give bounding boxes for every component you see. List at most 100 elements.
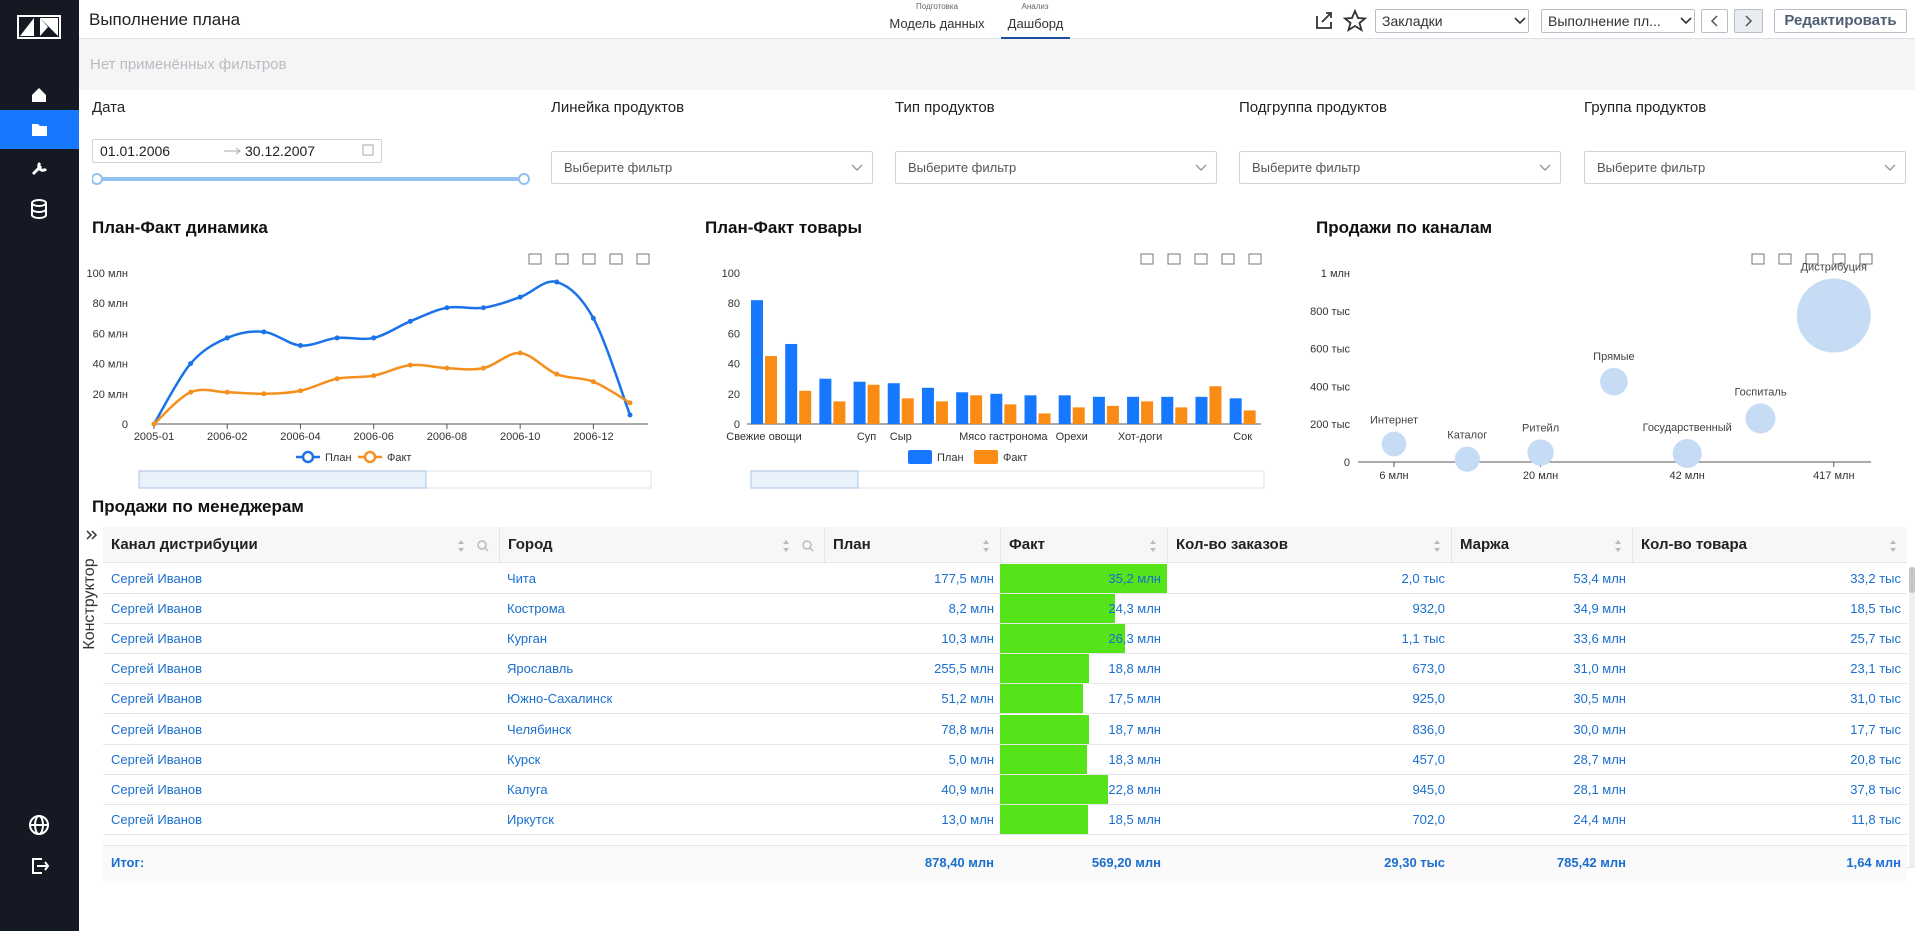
table-cell[interactable]: Челябинск bbox=[507, 721, 572, 737]
y-tick-label: 80 bbox=[728, 298, 740, 310]
toolbox-icon[interactable] bbox=[1859, 253, 1873, 265]
sort-icon[interactable] bbox=[1612, 539, 1652, 553]
table-cell[interactable]: Сергей Иванов bbox=[111, 721, 203, 737]
toolbox-icon[interactable] bbox=[636, 253, 650, 265]
column-header[interactable]: Факт bbox=[1000, 527, 1167, 563]
y-tick-label: 40 bbox=[728, 359, 740, 371]
toolbox-icon[interactable] bbox=[1248, 253, 1262, 265]
toolbox-icon[interactable] bbox=[1194, 253, 1208, 265]
table-cell: 28,1 млн bbox=[1573, 781, 1626, 797]
bar bbox=[970, 395, 983, 424]
tab[interactable]: Модель данных bbox=[889, 16, 985, 31]
bubble-label: Дистрибуция bbox=[1801, 262, 1867, 274]
folder-icon[interactable] bbox=[32, 124, 47, 136]
side-tab[interactable]: Конструктор bbox=[81, 558, 98, 650]
prev-button[interactable] bbox=[1701, 9, 1728, 33]
table-cell[interactable]: Калуга bbox=[507, 781, 548, 797]
column-header[interactable]: Город bbox=[499, 527, 824, 563]
column-header[interactable]: Канал дистрибуции bbox=[111, 536, 258, 553]
table-cell[interactable]: Курск bbox=[507, 751, 541, 767]
table-cell[interactable]: Ярославль bbox=[507, 661, 574, 677]
date-range[interactable] bbox=[92, 139, 382, 163]
table-cell[interactable]: Южно-Сахалинск bbox=[507, 691, 613, 707]
point bbox=[627, 400, 633, 406]
edit-button[interactable]: Редактировать bbox=[1774, 9, 1907, 33]
table-cell[interactable]: Кострома bbox=[507, 601, 565, 617]
bookmarks-select[interactable]: Закладки bbox=[1375, 9, 1529, 33]
column-header[interactable]: Кол-во заказов bbox=[1167, 527, 1451, 563]
data-bar bbox=[1000, 594, 1116, 624]
filter-select[interactable]: Выберите фильтр bbox=[1239, 151, 1561, 184]
expand-icon[interactable] bbox=[84, 527, 100, 543]
slider-handle[interactable] bbox=[518, 173, 530, 185]
table-cell: 53,4 млн bbox=[1573, 571, 1626, 586]
table-cell[interactable]: Сергей Иванов bbox=[111, 781, 203, 797]
page-select[interactable]: Выполнение пл... bbox=[1541, 9, 1695, 33]
bar bbox=[990, 393, 1003, 424]
toolbox-icon[interactable] bbox=[1140, 253, 1154, 265]
table-cell[interactable]: Сергей Иванов bbox=[111, 811, 203, 827]
y-tick-label: 0 bbox=[122, 419, 128, 431]
legend-icon bbox=[908, 450, 932, 464]
toolbox-icon[interactable] bbox=[1778, 253, 1792, 265]
share-icon[interactable] bbox=[1316, 12, 1332, 29]
table-cell[interactable]: Чита bbox=[507, 571, 536, 586]
table-cell[interactable]: Сергей Иванов bbox=[111, 631, 203, 647]
sort-icon[interactable] bbox=[1147, 539, 1187, 553]
date-from[interactable]: 01.01.2006 bbox=[100, 143, 171, 159]
x-tick-label: 2006-02 bbox=[207, 431, 247, 443]
toolbox-icon[interactable] bbox=[582, 253, 596, 265]
point bbox=[444, 365, 450, 371]
tab-active[interactable]: Дашборд bbox=[1001, 16, 1070, 39]
table-cell[interactable]: Сергей Иванов bbox=[111, 601, 203, 617]
tab-caption: Подготовка bbox=[915, 2, 959, 11]
toolbox-icon[interactable] bbox=[528, 253, 542, 265]
date-to[interactable]: 30.12.2007 bbox=[245, 143, 316, 159]
sort-icon[interactable] bbox=[455, 539, 495, 553]
page-title: Выполнение плана bbox=[89, 10, 241, 29]
chevron bbox=[1195, 164, 1207, 171]
filter-select[interactable]: Выберите фильтр bbox=[551, 151, 873, 184]
toolbox-icon[interactable] bbox=[1832, 253, 1846, 265]
chevron bbox=[1884, 164, 1896, 171]
table-cell[interactable]: Сергей Иванов bbox=[111, 571, 203, 586]
table-cell[interactable]: Иркутск bbox=[507, 811, 554, 827]
logout-icon[interactable] bbox=[32, 858, 50, 874]
zoom-window[interactable] bbox=[750, 470, 859, 489]
y-tick-label: 60 млн bbox=[93, 328, 128, 340]
column-header[interactable]: Кол-во товара bbox=[1632, 527, 1907, 563]
toolbox-icon[interactable] bbox=[555, 253, 569, 265]
bar bbox=[1024, 395, 1037, 424]
table-cell: 177,5 млн bbox=[934, 571, 994, 586]
column-header[interactable]: Маржа bbox=[1451, 527, 1632, 563]
home-icon[interactable] bbox=[32, 88, 46, 102]
tools-icon[interactable] bbox=[31, 161, 48, 176]
data-bar bbox=[1000, 684, 1084, 714]
sort-icon[interactable] bbox=[980, 539, 1020, 553]
point bbox=[407, 362, 413, 368]
globe-icon[interactable] bbox=[29, 815, 49, 835]
zoom-window[interactable] bbox=[138, 470, 427, 489]
next-button[interactable] bbox=[1734, 9, 1763, 33]
sort-icon[interactable] bbox=[1887, 539, 1915, 553]
toolbox-icon[interactable] bbox=[1221, 253, 1235, 265]
star-icon[interactable] bbox=[1342, 8, 1368, 32]
toolbox-icon[interactable] bbox=[1805, 253, 1819, 265]
table-cell[interactable]: Сергей Иванов bbox=[111, 691, 203, 707]
database-icon[interactable] bbox=[31, 199, 47, 219]
sort-icon[interactable] bbox=[780, 539, 820, 553]
toolbox-icon[interactable] bbox=[1167, 253, 1181, 265]
filter-select[interactable]: Выберите фильтр bbox=[895, 151, 1217, 184]
scrollbar-thumb[interactable] bbox=[1909, 567, 1915, 593]
toolbox-icon[interactable] bbox=[1751, 253, 1765, 265]
column-header[interactable]: План bbox=[824, 527, 1000, 563]
x-tick-label: 2006-12 bbox=[573, 431, 613, 443]
filter-select[interactable]: Выберите фильтр bbox=[1584, 151, 1906, 184]
table-cell[interactable]: Сергей Иванов bbox=[111, 661, 203, 677]
toolbox-icon[interactable] bbox=[609, 253, 623, 265]
table-cell[interactable]: Сергей Иванов bbox=[111, 751, 203, 767]
sort-icon[interactable] bbox=[1431, 539, 1471, 553]
slider-handle[interactable] bbox=[92, 173, 103, 185]
x-tick-label: 42 млн bbox=[1670, 470, 1705, 482]
table-cell[interactable]: Курган bbox=[507, 631, 548, 647]
